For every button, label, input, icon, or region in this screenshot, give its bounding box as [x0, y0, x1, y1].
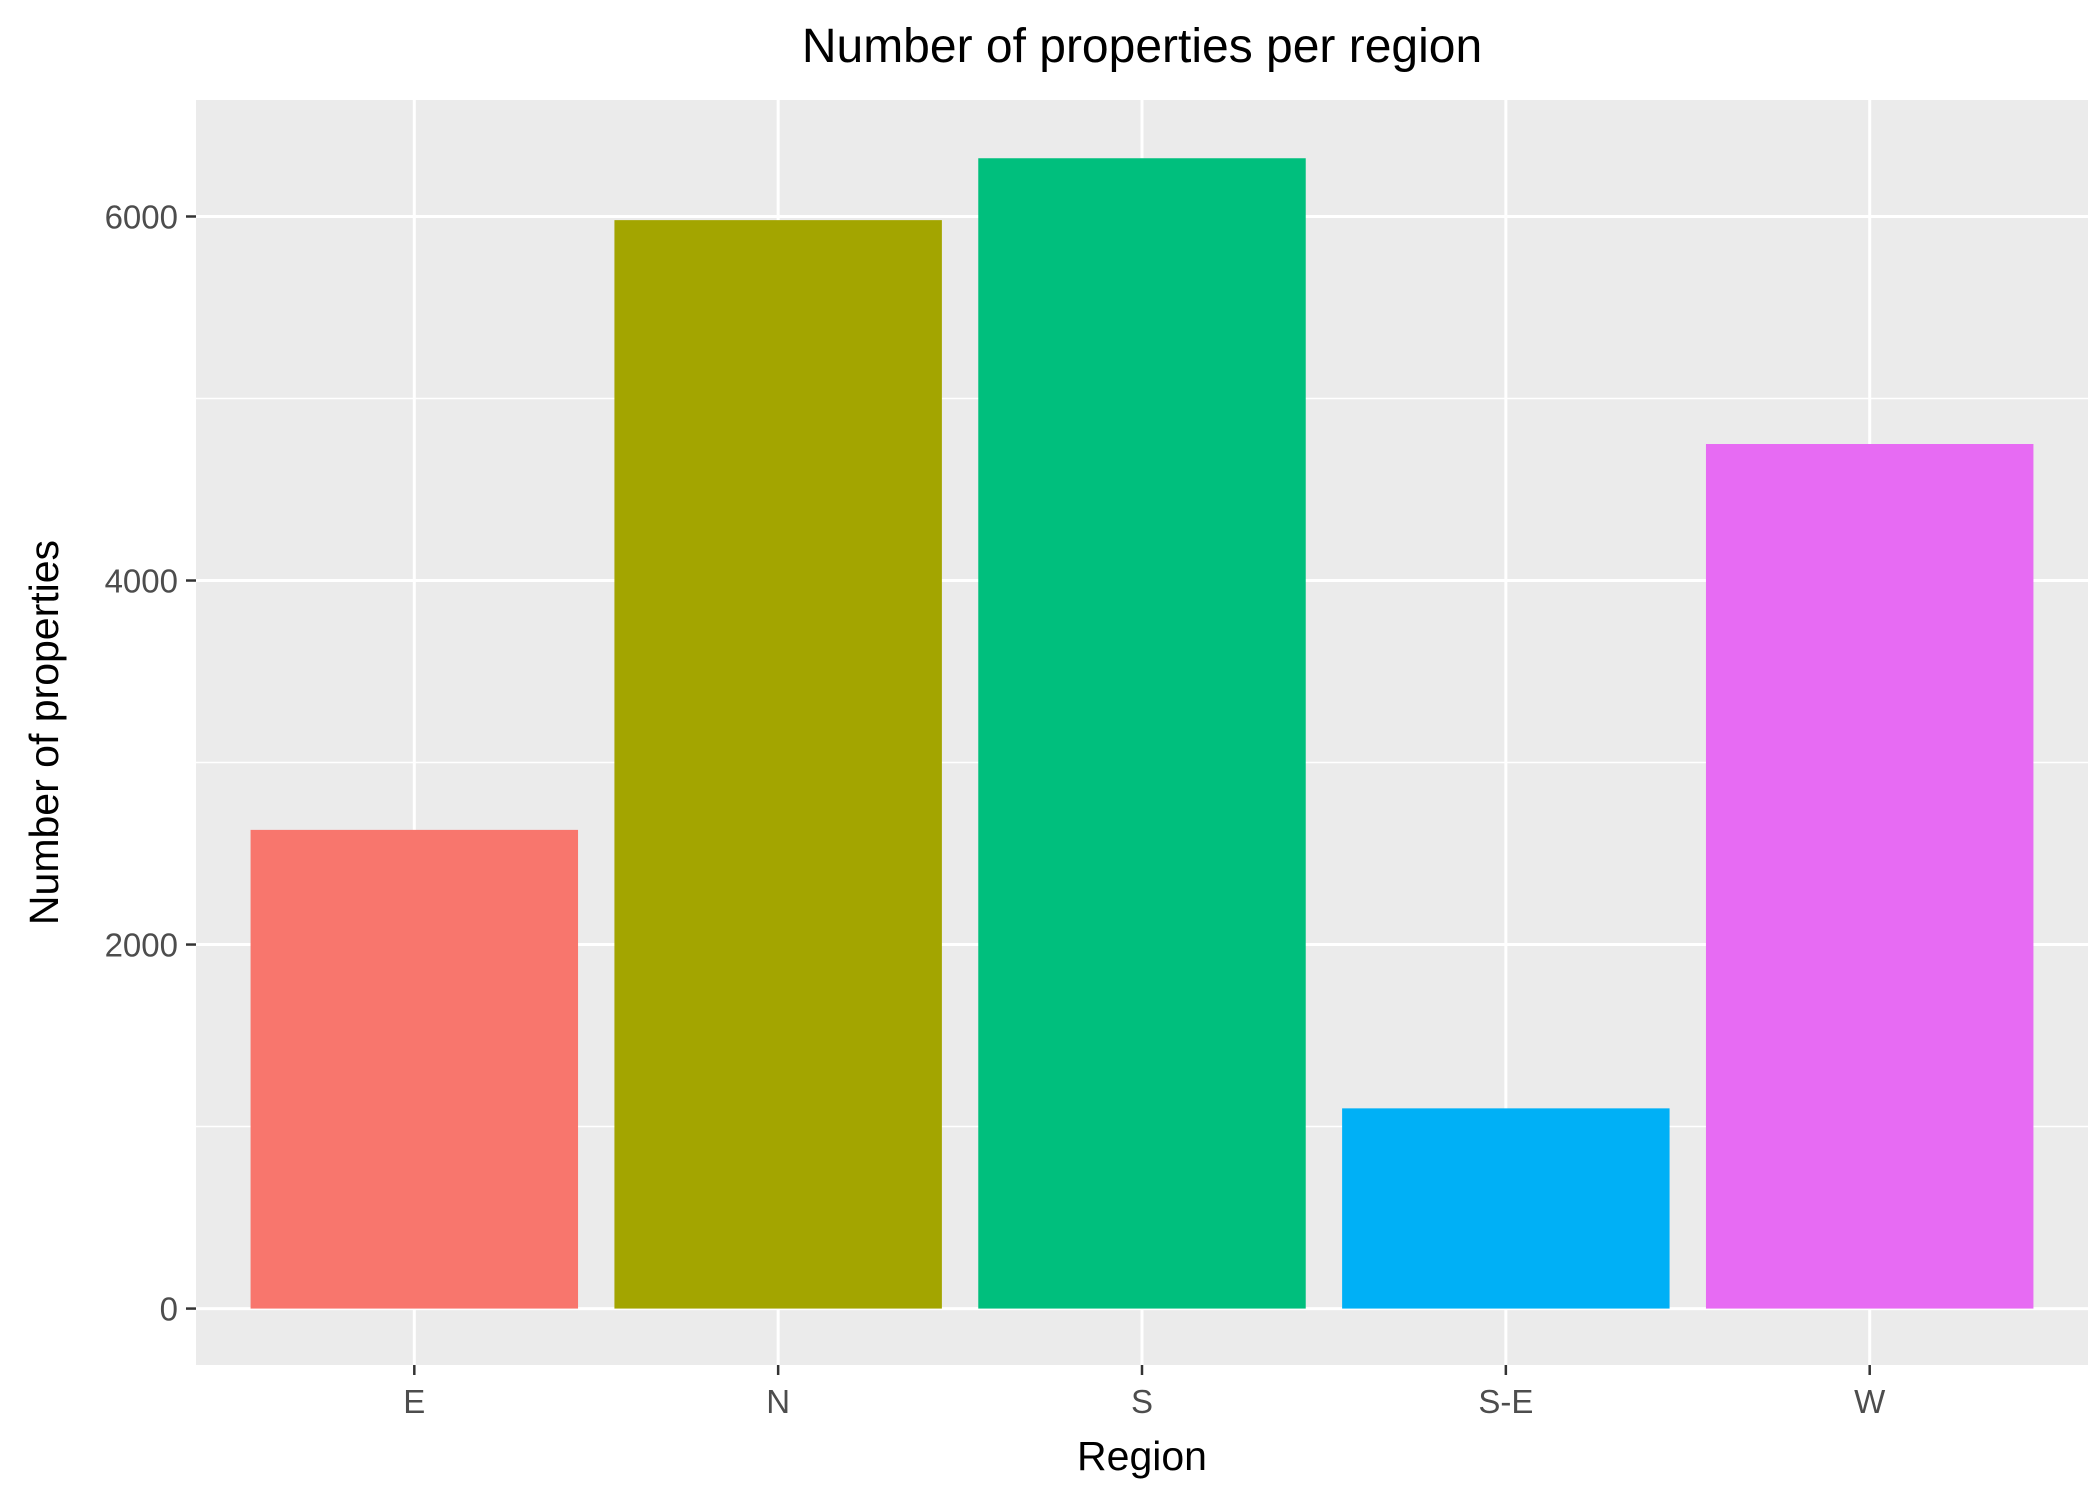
- x-axis: E N S S-E W: [403, 1365, 1886, 1420]
- bars: [250, 158, 2034, 1309]
- x-tick-label: S-E: [1478, 1383, 1533, 1420]
- chart-title: Number of properties per region: [802, 20, 1482, 73]
- y-axis-title: Number of properties: [21, 540, 67, 925]
- bar-w: [1705, 444, 2034, 1309]
- bar-s: [978, 158, 1306, 1309]
- x-axis-title: Region: [1077, 1433, 1207, 1479]
- x-tick-label: E: [403, 1383, 425, 1420]
- y-tick-label: 2000: [105, 927, 178, 964]
- y-tick-label: 6000: [105, 198, 178, 235]
- bar-s-e: [1342, 1108, 1670, 1309]
- y-axis: 0 2000 4000 6000: [105, 198, 196, 1328]
- y-tick-label: 0: [160, 1291, 178, 1328]
- x-tick-label: W: [1854, 1383, 1886, 1420]
- x-tick-label: N: [766, 1383, 790, 1420]
- y-tick-label: 4000: [105, 563, 178, 600]
- x-tick-label: S: [1131, 1383, 1153, 1420]
- bar-n: [614, 220, 942, 1309]
- bar-e: [250, 829, 579, 1309]
